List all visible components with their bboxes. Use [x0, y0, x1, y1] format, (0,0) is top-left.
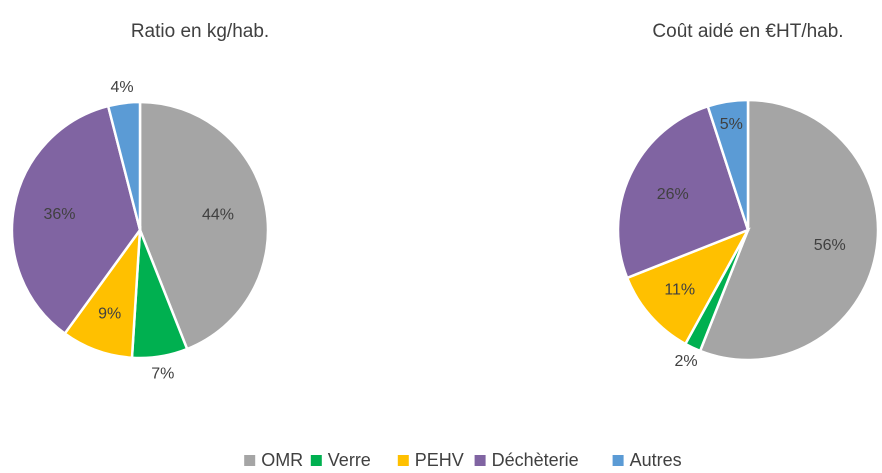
pie-slice [625, 227, 751, 346]
data-label: 5% [720, 116, 743, 133]
data-label: 44% [202, 206, 234, 223]
legend-label: Déchèterie [492, 450, 579, 470]
legend-label: Verre [328, 450, 371, 470]
legend-label: Autres [630, 450, 682, 470]
pie-slice [698, 98, 880, 362]
data-label: 7% [151, 365, 174, 382]
data-label: 26% [657, 186, 689, 203]
data-label: 56% [814, 237, 846, 254]
pie-slice [706, 98, 750, 231]
legend-swatch [397, 455, 409, 466]
data-label: 36% [44, 206, 76, 223]
legend-label: OMR [261, 450, 303, 470]
pie-slice [106, 100, 142, 231]
data-label: 2% [674, 353, 697, 370]
pie-slice [616, 104, 750, 280]
data-label: 4% [110, 79, 133, 96]
chart-title: Ratio en kg/hab. [131, 21, 269, 42]
pie-slice [138, 100, 270, 351]
pie-slice [10, 104, 142, 336]
data-label: 11% [664, 281, 695, 298]
legend-swatch [244, 455, 256, 466]
legend-swatch [310, 455, 322, 466]
legend-label: PEHV [415, 450, 464, 470]
legend-swatch [612, 455, 624, 466]
legend-swatch [474, 455, 486, 466]
data-label: 9% [98, 306, 121, 323]
chart-title: Coût aidé en €HT/hab. [652, 21, 843, 42]
